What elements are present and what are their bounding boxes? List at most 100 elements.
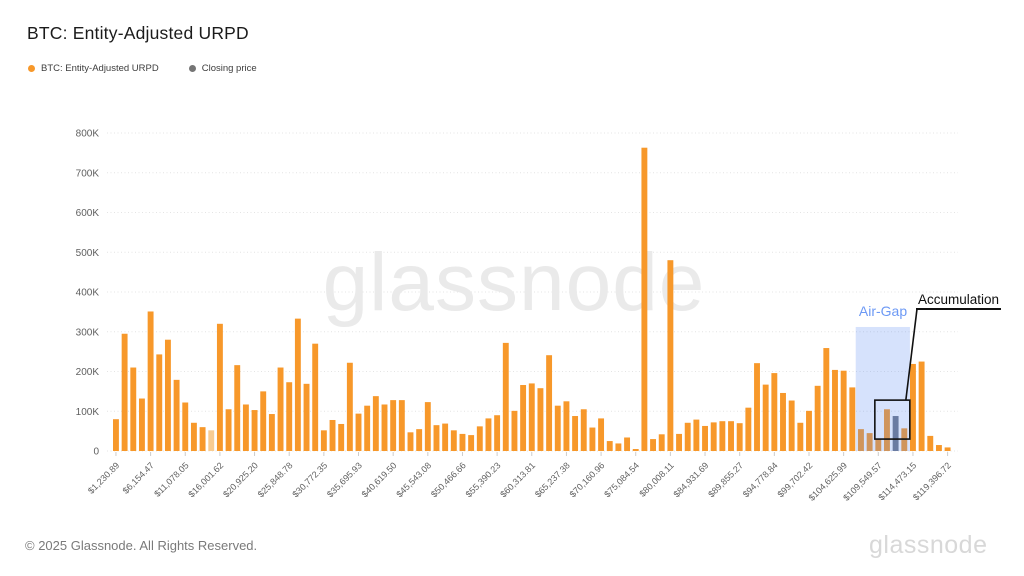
urpd-bar bbox=[944, 447, 951, 451]
x-tick-label: $89,855.27 bbox=[706, 460, 745, 499]
x-tick-label: $35,695.93 bbox=[325, 460, 364, 499]
y-tick-label: 800K bbox=[76, 129, 100, 140]
urpd-bar bbox=[641, 147, 648, 451]
urpd-bar bbox=[719, 421, 726, 451]
urpd-bar bbox=[286, 382, 293, 451]
x-tick-label: $6,154.47 bbox=[121, 460, 156, 495]
legend-item-label: BTC: Entity-Adjusted URPD bbox=[41, 63, 159, 74]
urpd-bar bbox=[485, 418, 492, 451]
y-tick-label: 700K bbox=[76, 168, 100, 179]
urpd-bar bbox=[762, 384, 769, 451]
urpd-bar bbox=[676, 433, 682, 451]
urpd-bar bbox=[277, 367, 284, 451]
urpd-bar bbox=[216, 323, 223, 451]
urpd-bar bbox=[372, 396, 379, 451]
urpd-bar bbox=[918, 361, 925, 451]
y-tick-label: 300K bbox=[76, 327, 100, 338]
urpd-bar bbox=[329, 419, 336, 451]
urpd-bar bbox=[364, 405, 371, 451]
urpd-bar bbox=[320, 430, 327, 451]
urpd-bar bbox=[684, 422, 691, 451]
urpd-bar bbox=[615, 443, 622, 451]
air-gap-annotation-label: Air-Gap bbox=[858, 303, 908, 319]
urpd-bar bbox=[935, 445, 942, 451]
urpd-bar-faded bbox=[208, 430, 215, 451]
urpd-bar bbox=[398, 400, 405, 451]
legend-item-closing-price[interactable]: Closing price bbox=[188, 63, 257, 74]
urpd-bar bbox=[546, 355, 553, 451]
urpd-bar bbox=[442, 423, 449, 451]
urpd-bar bbox=[554, 405, 561, 451]
urpd-bar bbox=[312, 343, 319, 451]
legend-item-label: Closing price bbox=[201, 63, 257, 74]
chart-legend: BTC: Entity-Adjusted URPD Closing price bbox=[28, 63, 257, 74]
x-tick-label: $40,619.50 bbox=[360, 460, 399, 499]
y-tick-label: 200K bbox=[76, 367, 100, 378]
x-tick-label: $16,001.62 bbox=[186, 460, 225, 499]
footer-copyright: © 2025 Glassnode. All Rights Reserved. bbox=[25, 538, 258, 553]
urpd-bar bbox=[797, 422, 804, 451]
x-tick-label: $25,848.78 bbox=[256, 460, 295, 499]
urpd-bar bbox=[294, 318, 301, 451]
urpd-bar bbox=[849, 387, 856, 451]
urpd-bar bbox=[624, 437, 631, 451]
urpd-bar bbox=[199, 427, 206, 451]
urpd-bar bbox=[450, 430, 457, 451]
urpd-bar bbox=[121, 333, 128, 451]
urpd-bar bbox=[355, 413, 362, 451]
urpd-bar bbox=[650, 439, 657, 451]
urpd-bar bbox=[225, 409, 232, 451]
urpd-bar bbox=[667, 260, 674, 451]
urpd-bar bbox=[494, 415, 501, 451]
urpd-bar bbox=[814, 385, 821, 451]
urpd-bar bbox=[606, 441, 613, 451]
closing-price-bar bbox=[892, 416, 899, 451]
urpd-bar bbox=[710, 422, 717, 451]
urpd-bar bbox=[468, 435, 475, 451]
watermark-text: glassnode bbox=[323, 237, 706, 328]
urpd-bar bbox=[390, 400, 397, 451]
y-tick-label: 400K bbox=[76, 288, 100, 299]
bars-group bbox=[113, 147, 951, 451]
urpd-bar bbox=[242, 404, 249, 451]
x-tick-label: $80,008.11 bbox=[637, 460, 675, 498]
urpd-bar bbox=[268, 414, 275, 451]
urpd-bar bbox=[909, 363, 916, 451]
y-tick-label: 100K bbox=[76, 407, 100, 418]
urpd-bar bbox=[147, 311, 154, 451]
urpd-bar bbox=[788, 400, 795, 451]
urpd-bar bbox=[502, 342, 509, 451]
glassnode-brand-logo: glassnode bbox=[869, 531, 988, 559]
x-tick-label: $20,925.20 bbox=[221, 460, 260, 499]
urpd-bar bbox=[416, 429, 423, 451]
x-tick-label: $45,543.08 bbox=[394, 460, 433, 499]
urpd-bar bbox=[182, 402, 189, 451]
y-tick-label: 0 bbox=[93, 447, 99, 458]
urpd-bar bbox=[303, 383, 310, 451]
legend-item-urpd[interactable]: BTC: Entity-Adjusted URPD bbox=[28, 63, 159, 74]
urpd-bar bbox=[884, 409, 890, 451]
urpd-bar bbox=[736, 423, 743, 451]
urpd-series-dot-icon bbox=[28, 65, 35, 72]
urpd-bar bbox=[832, 369, 838, 451]
urpd-bar bbox=[520, 385, 527, 451]
x-tick-label: $75,084.54 bbox=[602, 460, 641, 499]
urpd-bar bbox=[858, 429, 864, 451]
urpd-bar bbox=[130, 367, 137, 451]
x-tick-label: $11,078.05 bbox=[152, 460, 190, 498]
urpd-bar bbox=[589, 427, 596, 451]
urpd-bar bbox=[173, 379, 180, 451]
urpd-bar bbox=[771, 373, 778, 451]
urpd-bar bbox=[598, 418, 605, 451]
urpd-bar bbox=[511, 410, 518, 451]
urpd-bar bbox=[840, 370, 847, 451]
urpd-bar bbox=[728, 421, 734, 451]
x-tick-label: $50,466.66 bbox=[429, 460, 468, 499]
urpd-bar bbox=[113, 419, 119, 451]
closing-price-dot-icon bbox=[188, 65, 196, 72]
x-tick-label: $55,390.23 bbox=[464, 460, 503, 499]
urpd-bar bbox=[251, 410, 258, 451]
urpd-bar bbox=[806, 410, 812, 451]
